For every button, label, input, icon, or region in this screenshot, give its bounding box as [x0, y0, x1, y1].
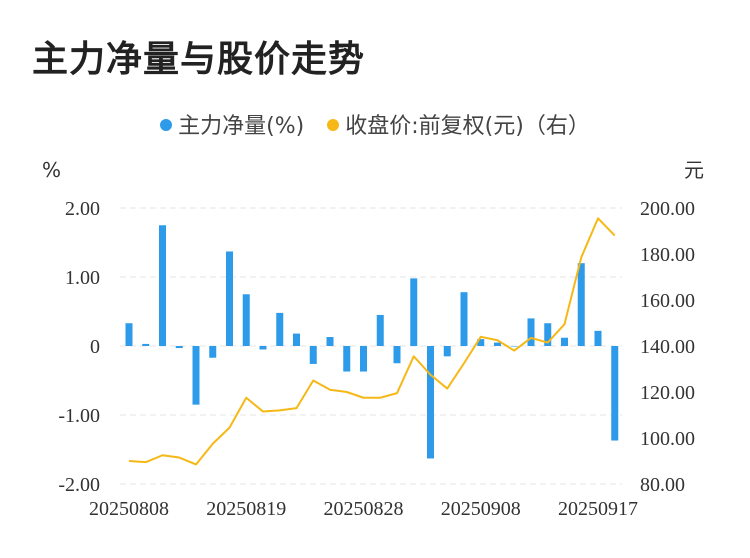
bar — [360, 346, 367, 372]
bar — [376, 314, 384, 346]
right-tick-label: 200.00 — [640, 198, 695, 220]
bar — [443, 346, 451, 357]
left-axis-ticks: 2.00 1.00 0 -1.00 -2.00 — [58, 198, 100, 496]
left-tick-label: -2.00 — [58, 474, 100, 496]
left-tick-label: 1.00 — [65, 267, 100, 289]
bar — [611, 346, 619, 441]
right-tick-label: 160.00 — [640, 290, 695, 312]
right-tick-label: 180.00 — [640, 244, 695, 266]
bar — [594, 330, 602, 346]
bar — [343, 346, 351, 372]
bar — [125, 323, 133, 346]
bar — [226, 251, 233, 346]
bar — [309, 346, 317, 364]
bar — [175, 346, 183, 349]
legend-label-bar: 主力净量(%) — [178, 114, 305, 139]
bar — [494, 342, 501, 346]
bar — [293, 333, 300, 346]
legend: 主力净量(%) 收盘价:前复权(元)（右） — [0, 108, 750, 140]
right-tick-label: 140.00 — [640, 336, 695, 358]
left-tick-label: -1.00 — [58, 405, 100, 427]
legend-item-line[interactable]: 收盘价:前复权(元)（右） — [327, 108, 590, 140]
left-axis-unit: % — [42, 158, 61, 182]
bar — [577, 263, 585, 346]
bar — [410, 278, 418, 346]
legend-dot-line-icon — [327, 119, 340, 131]
bar — [242, 294, 250, 346]
bar — [544, 323, 552, 346]
bar — [393, 346, 401, 364]
right-axis-ticks: 200.00 180.00 160.00 140.00 120.00 100.00 80.0… — [640, 198, 695, 496]
bar — [460, 292, 468, 346]
line-series — [128, 217, 616, 466]
bar — [427, 346, 434, 459]
bar — [561, 337, 568, 346]
x-tick-label: 20250917 — [558, 498, 638, 520]
bar — [326, 337, 334, 346]
bar — [527, 318, 535, 346]
bar-series — [125, 225, 619, 459]
x-tick-label: 20250908 — [441, 498, 521, 520]
bar — [276, 312, 284, 346]
x-tick-label: 20250808 — [89, 498, 169, 520]
bar — [159, 225, 166, 346]
x-tick-label: 20250828 — [324, 498, 404, 520]
x-axis-ticks: 20250808 20250819 20250828 20250908 20250917 — [89, 498, 638, 520]
gridlines — [120, 207, 622, 485]
bar — [477, 339, 485, 346]
right-tick-label: 80.00 — [640, 474, 685, 496]
right-tick-label: 120.00 — [640, 382, 695, 404]
left-tick-label: 0 — [90, 336, 100, 358]
left-tick-label: 2.00 — [65, 198, 100, 220]
legend-item-bar[interactable]: 主力净量(%) — [160, 108, 304, 140]
bar — [142, 343, 150, 346]
price-line — [128, 217, 616, 466]
bar — [192, 346, 200, 405]
bar — [209, 346, 217, 358]
legend-label-line: 收盘价:前复权(元)（右） — [345, 114, 590, 139]
legend-dot-bar-icon — [160, 119, 173, 131]
bar — [510, 346, 518, 347]
x-tick-label: 20250819 — [206, 498, 286, 520]
right-tick-label: 100.00 — [640, 428, 695, 450]
chart-title: 主力净量与股价走势 — [32, 39, 366, 80]
right-axis-unit: 元 — [684, 158, 704, 182]
bar — [259, 346, 267, 350]
